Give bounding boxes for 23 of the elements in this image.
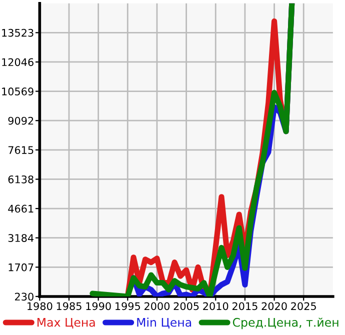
y-tick-label: 230: [15, 292, 34, 301]
legend-label: Min Цена: [137, 318, 192, 328]
y-tick-label: 1707: [8, 263, 34, 272]
y-tick-label: 12046: [2, 58, 34, 66]
x-tick-label: 1995: [116, 302, 140, 310]
x-tick-label: 1980: [28, 302, 52, 310]
y-tick-label: 9092: [8, 116, 34, 125]
y-tick-label: 6138: [8, 175, 34, 184]
x-tick-label: 2005: [174, 302, 199, 310]
y-tick-label: 4661: [8, 204, 34, 213]
y-tick-label: 3184: [8, 234, 34, 242]
y-tick-label: 10569: [2, 88, 34, 96]
x-tick-label: 1990: [86, 302, 111, 310]
x-tick-label: 1985: [56, 302, 82, 310]
legend-label: Сред.Цена, т.йен: [232, 318, 338, 330]
x-tick-label: 2015: [232, 302, 258, 310]
x-tick-label: 2010: [203, 302, 228, 310]
legend-label: Max Цена: [38, 318, 95, 328]
x-tick-label: 2020: [262, 302, 287, 310]
x-tick-label: 2000: [144, 302, 170, 310]
y-tick-label: 13523: [2, 28, 34, 37]
x-tick-label: 2025: [291, 302, 316, 310]
y-tick-label: 7615: [8, 146, 34, 154]
